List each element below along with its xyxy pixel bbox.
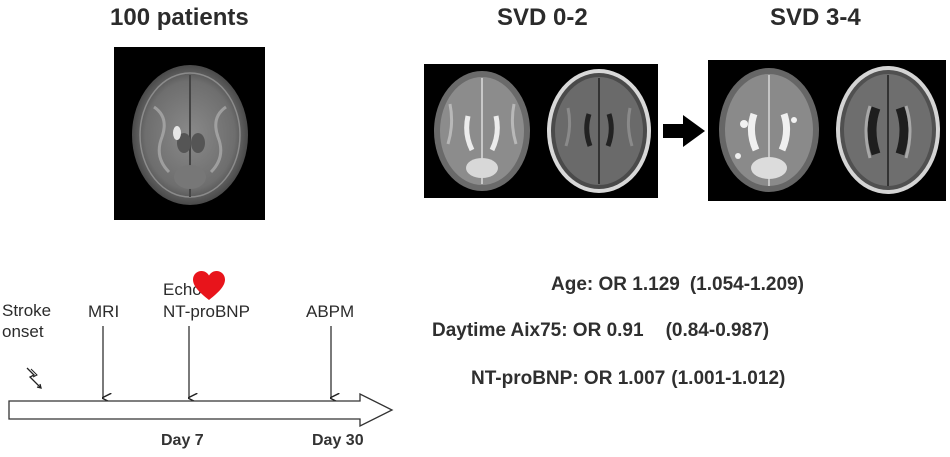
timeline-echo-label: Echo [163,280,202,299]
lightning-bolt-icon [26,367,42,389]
result-aix75-ci: (0.84-0.987) [665,320,770,341]
cohort-brain-mri-image [114,47,265,220]
result-age-ci: (1.054-1.209) [689,274,804,295]
cohort-title: 100 patients [110,4,249,31]
timeline-mri-label: MRI [88,302,120,321]
result-ntprobnp-ci: (1.001-1.012) [671,368,786,389]
result-ntprobnp: NT-proBNP: OR 1.007 (1.001-1.012) [471,368,785,390]
result-age: Age: OR 1.129 (1.054-1.209) [551,274,804,296]
heart-icon [193,271,225,300]
timeline-arrow [8,393,394,427]
timeline-abpm-label: ABPM [306,302,355,321]
timeline-markers [0,326,400,410]
result-ntprobnp-label: NT-proBNP: OR 1.007 [471,368,666,389]
day-7-label: Day 7 [161,432,204,449]
svd-3-4-mri-image-t2 [708,60,830,201]
timeline-ntprobnp-label: NT-proBNP [163,302,250,321]
brain-mri-icon [132,65,248,205]
stroke-onset-line-2: onset [2,322,44,341]
group-title-svd-0-2: SVD 0-2 [497,4,588,31]
day-30-label: Day 30 [312,432,364,449]
result-aix75-label: Daytime Aix75: OR 0.91 [432,320,644,341]
group-title-svd-3-4: SVD 3-4 [770,4,861,31]
timeline-stroke-onset-label: Stroke onset [2,300,51,342]
stroke-onset-line-1: Stroke [2,301,52,320]
svd-3-4-mri-image-flair [830,60,946,201]
result-age-label: Age: OR 1.129 [551,274,680,295]
svd-0-2-mri-image-flair [540,64,658,198]
svd-0-2-mri-image-t2 [424,64,540,198]
result-daytime-aix75: Daytime Aix75: OR 0.91 (0.84-0.987) [432,320,769,342]
right-arrow-icon [663,115,705,147]
